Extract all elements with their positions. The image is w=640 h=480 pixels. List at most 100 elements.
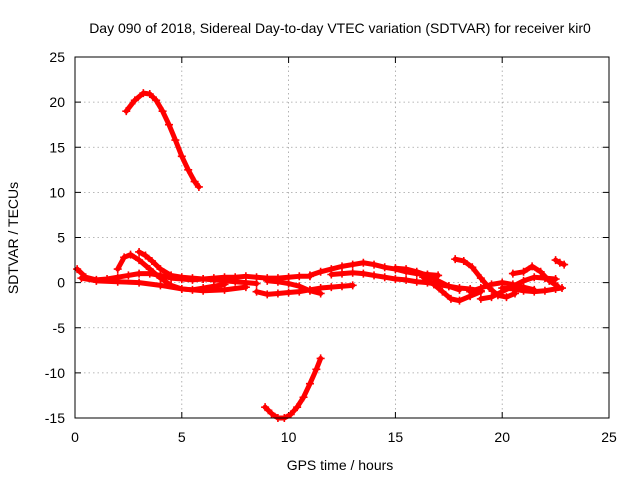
data-point (139, 89, 148, 98)
data-point (519, 267, 528, 276)
data-point (194, 182, 203, 191)
tick-labels: 0 5 10 15 20 25 -15 -10 -5 0 5 10 15 20 25 (45, 49, 617, 445)
data-point (551, 284, 560, 293)
data-point (293, 403, 302, 412)
series-arc-k (451, 255, 520, 302)
data-point (487, 280, 496, 289)
data-point (540, 286, 549, 295)
data-point (451, 255, 460, 264)
data-point (455, 296, 464, 305)
data-point (305, 379, 314, 388)
data-point (536, 267, 545, 276)
data-point (152, 96, 161, 105)
data-point (167, 271, 176, 280)
data-point (508, 269, 517, 278)
data-series (73, 89, 569, 422)
series-line (262, 355, 324, 421)
data-point (459, 256, 468, 265)
data-point (359, 269, 368, 278)
data-point (299, 393, 308, 402)
data-point (295, 282, 304, 291)
x-tick-label: 10 (281, 429, 297, 445)
data-point (555, 258, 564, 267)
data-point (220, 285, 229, 294)
data-point (316, 267, 325, 276)
data-point (130, 96, 139, 105)
data-point (252, 287, 261, 296)
x-tick-label: 5 (178, 429, 186, 445)
data-point (391, 264, 400, 273)
data-point (241, 283, 250, 292)
chart-title: Day 090 of 2018, Sidereal Day-to-day VTE… (89, 20, 591, 36)
data-point (370, 271, 379, 280)
series-arc-d (77, 274, 250, 295)
data-point (370, 260, 379, 269)
data-point (446, 294, 455, 303)
data-point (305, 286, 314, 295)
data-point (135, 256, 144, 265)
data-point (476, 294, 485, 303)
data-point (177, 284, 186, 293)
data-point (530, 287, 539, 296)
data-point (545, 276, 554, 285)
data-point (113, 265, 122, 274)
data-point (530, 273, 539, 282)
data-point (220, 276, 229, 285)
y-tick-label: -5 (53, 320, 66, 336)
data-point (380, 263, 389, 272)
data-point (231, 277, 240, 286)
data-point (156, 265, 165, 274)
y-axis-label: SDTVAR / TECUs (5, 182, 21, 294)
data-point (551, 275, 560, 284)
data-point (338, 282, 346, 291)
data-point (444, 282, 453, 291)
y-tick-label: 25 (49, 49, 65, 65)
data-point (327, 283, 336, 292)
x-tick-label: 0 (71, 429, 79, 445)
data-point (519, 286, 528, 295)
data-point (261, 403, 270, 412)
data-point (145, 265, 154, 274)
data-point (273, 277, 282, 286)
data-point (348, 260, 357, 269)
data-point (135, 269, 144, 278)
data-point (126, 250, 135, 259)
x-tick-label: 25 (601, 429, 617, 445)
series-arc-high (122, 89, 203, 191)
data-point (263, 290, 272, 299)
data-point (434, 276, 443, 285)
y-tick-label: 20 (49, 94, 65, 110)
data-point (359, 258, 368, 267)
grid-lines (75, 57, 609, 418)
x-axis-label: GPS time / hours (287, 457, 394, 473)
data-point (156, 281, 165, 290)
data-point (316, 354, 325, 363)
data-point (508, 284, 517, 293)
data-point (188, 274, 197, 283)
series-arc-c (135, 247, 261, 288)
data-point (312, 365, 321, 374)
data-point (476, 284, 485, 293)
data-point (295, 272, 304, 281)
data-point (171, 136, 180, 145)
data-point (145, 90, 154, 99)
series-line (123, 90, 202, 190)
data-point (455, 285, 464, 294)
y-tick-label: -10 (45, 365, 65, 381)
data-point (135, 247, 144, 256)
data-point (141, 251, 150, 260)
data-point (419, 273, 428, 282)
data-point (135, 278, 144, 287)
data-point (286, 410, 295, 419)
data-point (498, 284, 507, 293)
data-point (177, 152, 186, 161)
x-tick-label: 20 (494, 429, 510, 445)
data-point (380, 273, 389, 282)
data-point (122, 107, 131, 116)
data-point (487, 293, 496, 302)
data-point (327, 270, 336, 279)
data-point (77, 274, 86, 283)
series-arc-p (551, 256, 569, 269)
data-point (558, 284, 567, 293)
data-point (177, 273, 186, 282)
